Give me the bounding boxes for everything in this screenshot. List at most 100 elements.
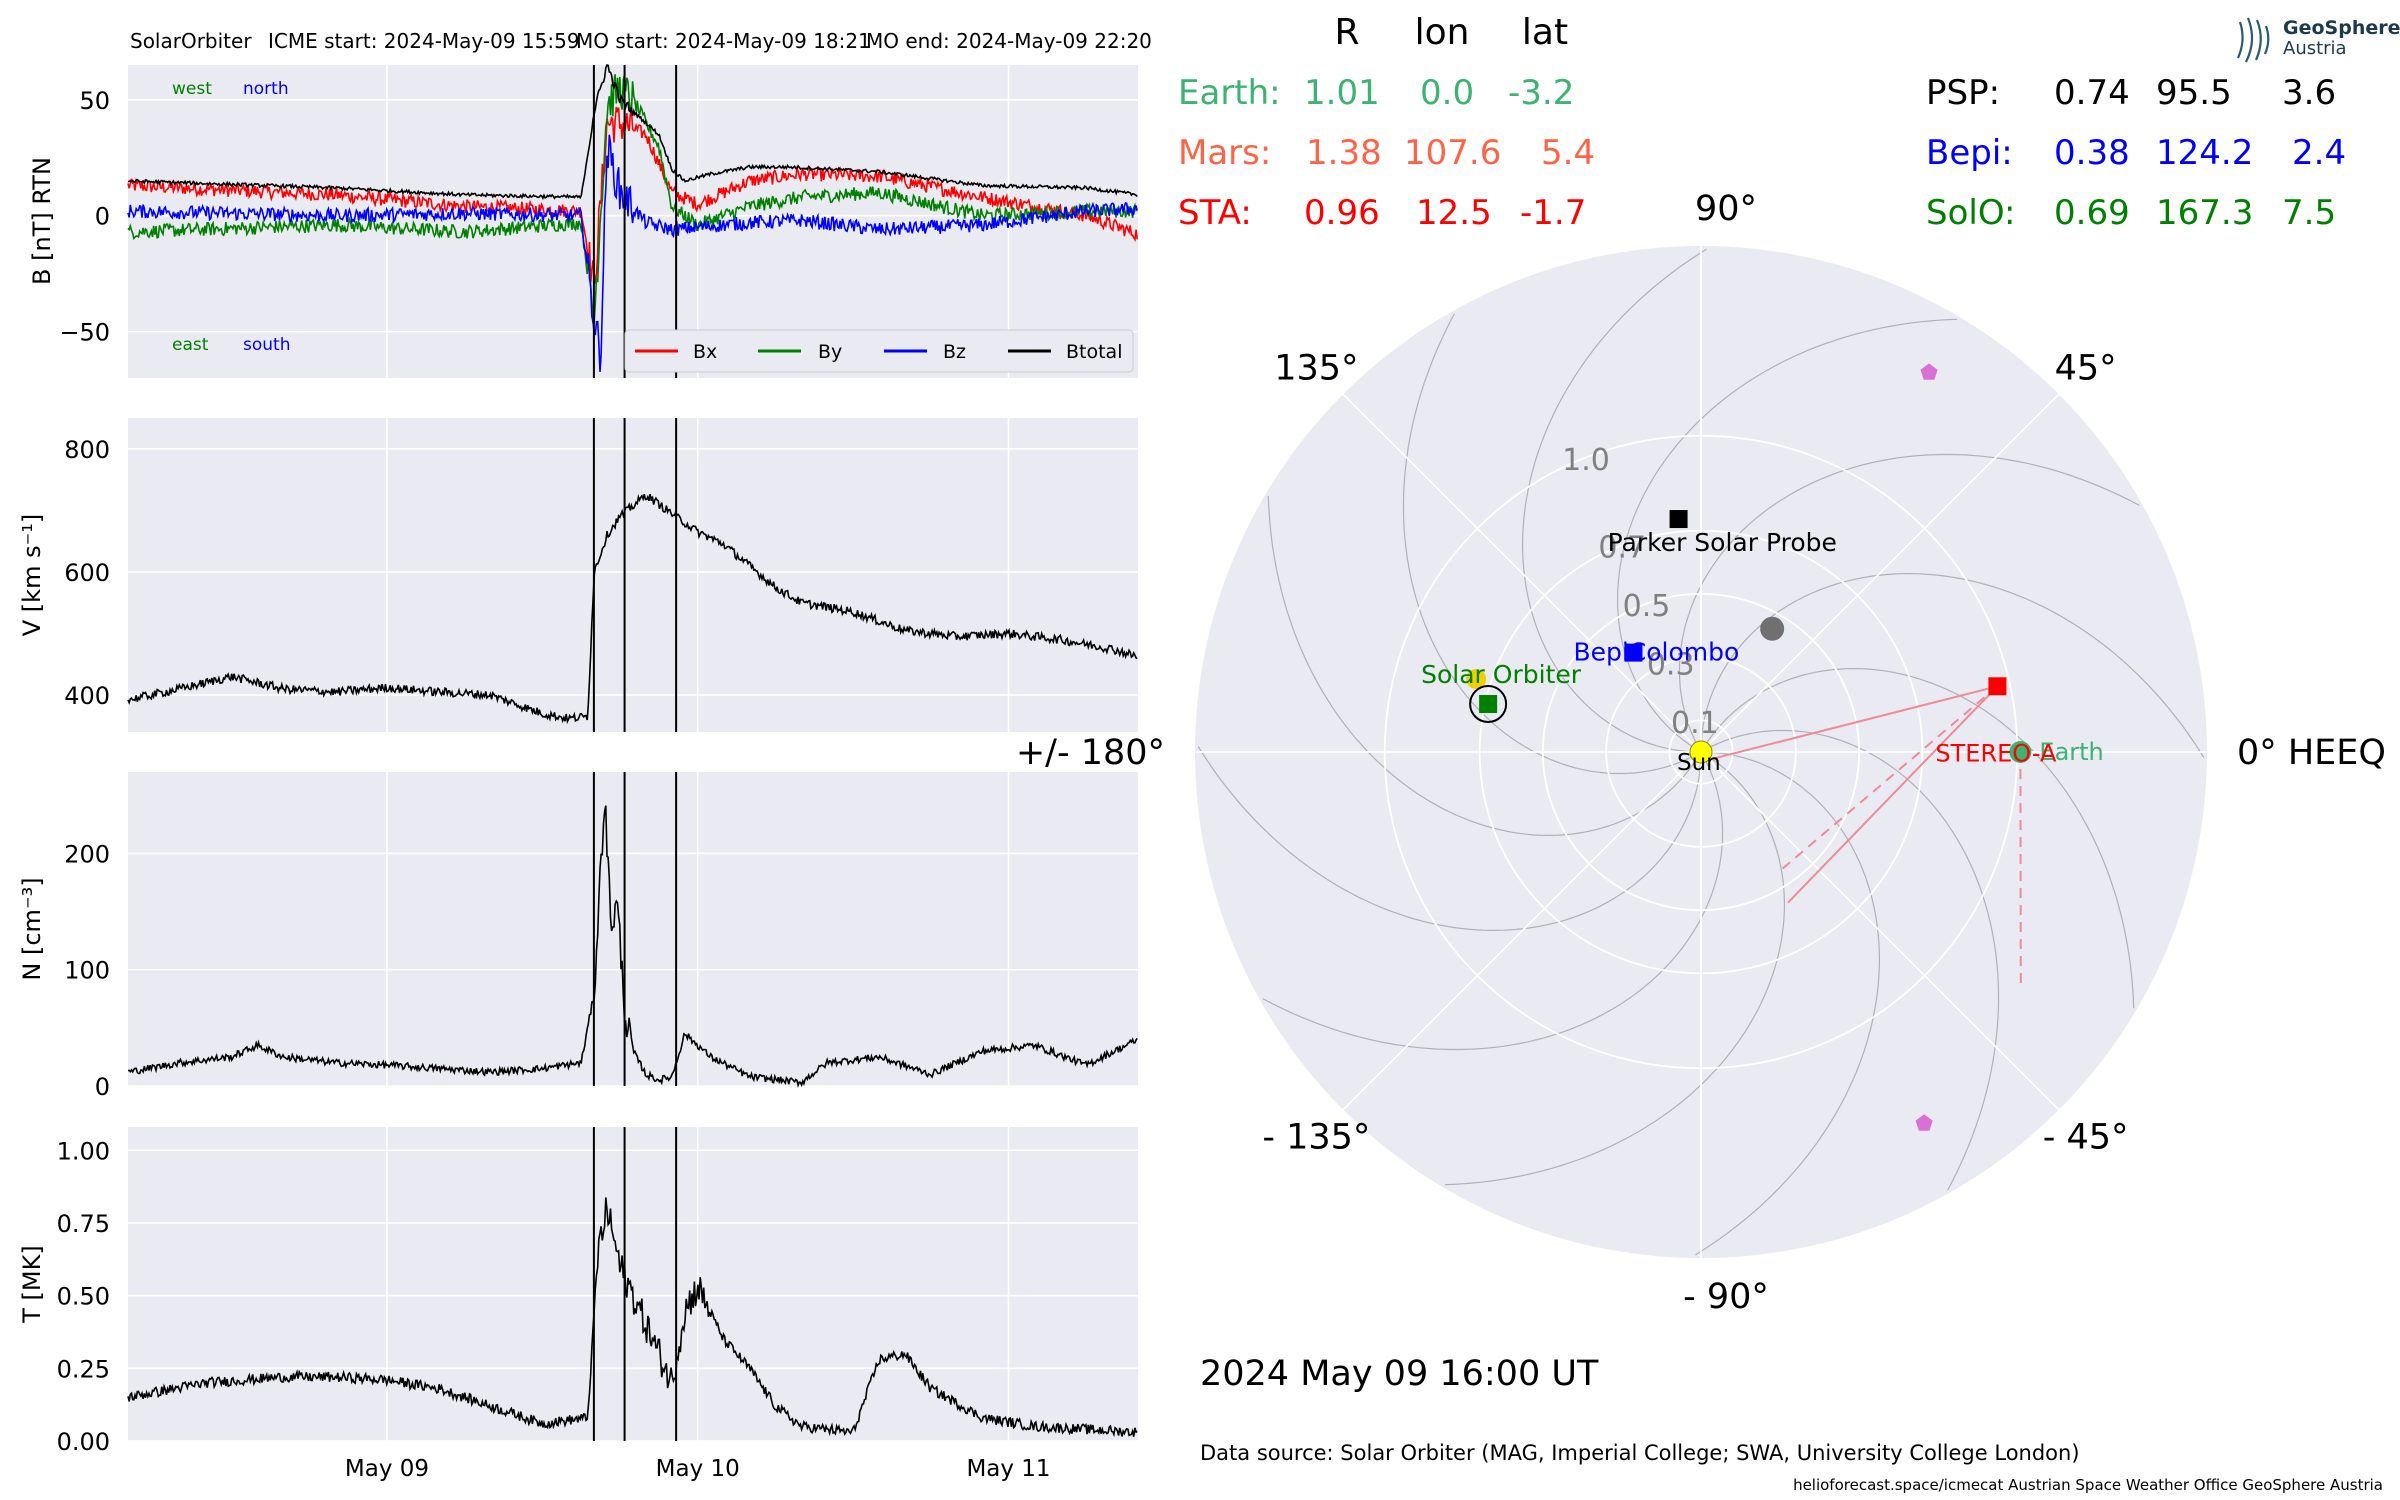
series-by-line <box>127 74 1138 323</box>
header-icme-start: ICME start: 2024-May-09 15:59 <box>268 29 580 53</box>
parker-spiral-line <box>1267 495 1699 836</box>
annot-north: north <box>243 79 289 99</box>
row-mars-lat: 5.4 <box>1541 133 1595 173</box>
legend: Bx By Bz Btotal <box>624 329 1134 373</box>
pentagon-marker-lower <box>1915 1114 1933 1131</box>
row-earth-name: Earth: <box>1178 73 1281 113</box>
bepi-marker <box>1624 643 1643 662</box>
y-tick-label: 50 <box>79 87 110 115</box>
logo-text-1: GeoSphere <box>2283 17 2400 39</box>
row-bepi-r: 0.38 <box>2054 133 2130 173</box>
radial-tick-label: 0.3 <box>1647 647 1695 682</box>
parker-spiral-line <box>1402 313 1696 775</box>
parker-spiral-line <box>1678 453 2140 747</box>
density-panel: 200 100 0 N [cm⁻³] <box>18 772 1138 1101</box>
x-axis-labels: May 09 May 10 May 11 <box>345 1456 1051 1482</box>
row-bepi-lon: 124.2 <box>2156 133 2253 173</box>
y-tick-label: 200 <box>64 840 110 868</box>
parker-spiral-line <box>1444 754 1785 1186</box>
y-tick-label: 0 <box>95 1073 110 1101</box>
x-tick-label: May 09 <box>345 1456 429 1482</box>
b-field-panel: 500−50 B [nT] RTN west north east south … <box>28 63 1138 378</box>
angle-tick-label: 90° <box>1695 189 1757 229</box>
pentagon-marker-upper <box>1920 363 1938 380</box>
positions-table: R lon lat Earth: 1.01 0.0 -3.2 Mars: 1.3… <box>1178 12 2346 233</box>
parker-spiral-line <box>1197 746 1702 931</box>
sta-ray-line <box>1787 685 1999 904</box>
header-mo-start: MO start: 2024-May-09 18:21 <box>576 29 871 53</box>
series-n-line <box>127 805 1138 1088</box>
sta-ray-line <box>1702 685 1998 763</box>
angular-gridline <box>1700 751 2060 1111</box>
series-btotal-line <box>127 63 1138 200</box>
y-tick-label: −50 <box>59 319 110 347</box>
y-tick-label: 400 <box>64 682 110 710</box>
legend-by: By <box>818 341 842 363</box>
x-tick-label: May 11 <box>966 1456 1050 1482</box>
angle-tick-label: 135° <box>1274 348 1358 388</box>
stereo-a-label: STEREO-A <box>1935 739 2057 767</box>
angle-tick-label: 45° <box>2055 348 2117 388</box>
table-header-lat: lat <box>1522 12 1568 53</box>
radial-tick-label: 1.0 <box>1562 443 1610 478</box>
t-ylabel: T [MK] <box>18 1245 46 1323</box>
b-ylabel: B [nT] RTN <box>28 157 56 285</box>
legend-btotal: Btotal <box>1066 341 1122 363</box>
y-tick-label: 0.50 <box>57 1283 110 1311</box>
earth-label: Earth <box>2039 738 2103 766</box>
row-solo-lon: 167.3 <box>2156 193 2253 233</box>
series-bz-line <box>127 134 1138 372</box>
row-sta-lon: 12.5 <box>1416 193 1492 233</box>
parker-spiral-line <box>1703 668 2135 1009</box>
angle-tick-label: 0° HEEQ <box>2237 733 2386 773</box>
row-bepi-lat: 2.4 <box>2292 133 2346 173</box>
y-tick-label: 0.25 <box>57 1355 110 1383</box>
legend-bz: Bz <box>943 341 966 363</box>
row-solo-lat: 7.5 <box>2282 193 2336 233</box>
data-source: Data source: Solar Orbiter (MAG, Imperia… <box>1200 1441 2080 1465</box>
row-psp-r: 0.74 <box>2054 73 2130 113</box>
series-v-line <box>127 494 1138 725</box>
row-earth-lat: -3.2 <box>1508 73 1574 113</box>
y-tick-label: 0.00 <box>57 1428 110 1456</box>
y-tick-label: 600 <box>64 559 110 587</box>
logo-text-2: Austria <box>2283 38 2347 59</box>
angle-tick-label: +/- 180° <box>1016 733 1165 773</box>
temperature-panel: 1.00 0.75 0.50 0.25 0.00 T [MK] <box>18 1127 1138 1456</box>
x-tick-label: May 10 <box>656 1456 740 1482</box>
parker-spiral-line <box>1700 573 2205 758</box>
header-mo-end: MO end: 2024-May-09 22:20 <box>866 29 1152 53</box>
angle-tick-label: - 45° <box>2043 1118 2129 1158</box>
row-bepi-name: Bepi: <box>1926 133 2013 173</box>
legend-bx: Bx <box>693 341 717 363</box>
y-tick-label: 800 <box>64 436 110 464</box>
angle-tick-label: - 90° <box>1683 1277 1769 1317</box>
solo-marker <box>1479 695 1498 714</box>
grey-marker <box>1760 616 1785 641</box>
parker-spiral-line <box>1695 751 1880 1256</box>
row-mars-r: 1.38 <box>1306 133 1382 173</box>
psp-marker <box>1669 510 1688 529</box>
footer: helioforecast.space/icmecat Austrian Spa… <box>1793 1476 2383 1494</box>
angular-gridline <box>1342 393 1702 753</box>
solo-label: Solar Orbiter <box>1421 660 1582 689</box>
row-sta-r: 0.96 <box>1304 193 1380 233</box>
row-psp-lon: 95.5 <box>2156 73 2232 113</box>
radial-tick-label: 0.7 <box>1598 530 1646 565</box>
logo-mark-icon <box>2236 17 2270 63</box>
earth-marker <box>2009 741 2032 763</box>
radial-tick-label: 0.5 <box>1623 589 1671 624</box>
sun-label: Sun <box>1677 750 1721 776</box>
stereo-a-marker <box>1988 677 2007 696</box>
geosphere-logo: GeoSphere Austria <box>2236 17 2400 63</box>
parker-spiral-line <box>1617 318 1958 750</box>
series-bx-line <box>127 106 1138 284</box>
angle-tick-label: - 135° <box>1262 1118 1370 1158</box>
annot-west: west <box>172 79 212 99</box>
row-psp-lat: 3.6 <box>2282 73 2336 113</box>
row-sta-name: STA: <box>1178 193 1252 233</box>
row-earth-r: 1.01 <box>1304 73 1380 113</box>
y-tick-label: 100 <box>64 957 110 985</box>
table-header-r: R <box>1334 12 1359 53</box>
